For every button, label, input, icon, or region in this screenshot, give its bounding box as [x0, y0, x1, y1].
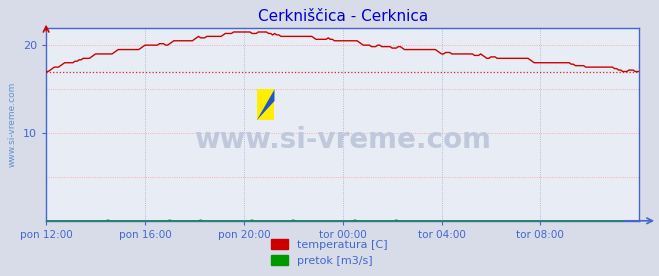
Legend: temperatura [C], pretok [m3/s]: temperatura [C], pretok [m3/s]: [267, 234, 392, 270]
Text: www.si-vreme.com: www.si-vreme.com: [194, 126, 491, 154]
Title: Cerkniščica - Cerknica: Cerkniščica - Cerknica: [258, 9, 428, 24]
Text: www.si-vreme.com: www.si-vreme.com: [8, 81, 17, 167]
Polygon shape: [257, 89, 275, 120]
Polygon shape: [257, 89, 275, 120]
